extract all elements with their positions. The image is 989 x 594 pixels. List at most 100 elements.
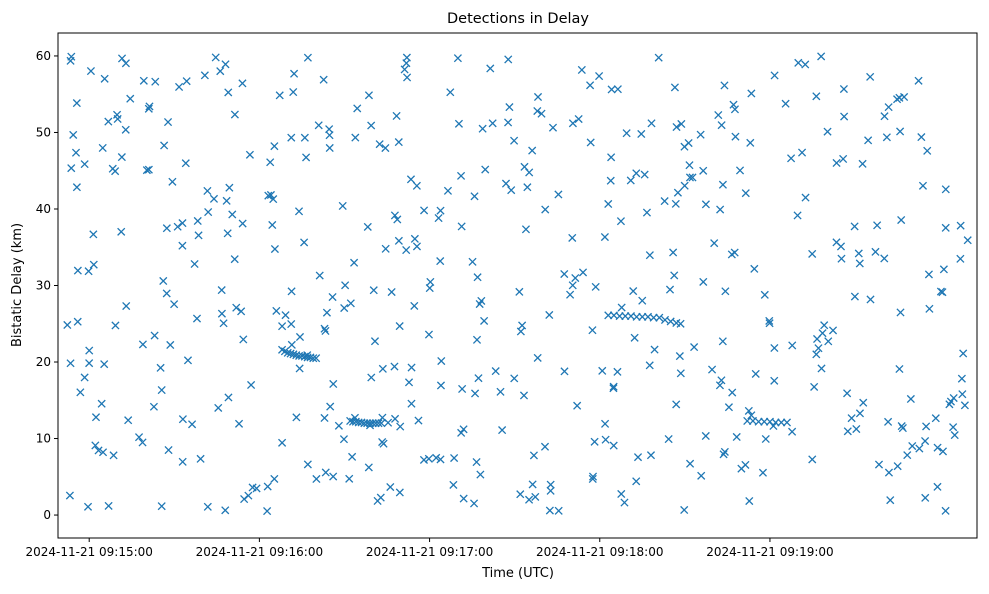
detection-point (613, 85, 622, 94)
detection-point (390, 362, 399, 371)
detection-point (716, 205, 725, 214)
detection-point (588, 474, 597, 483)
detection-point (741, 189, 750, 198)
detection-point (781, 99, 790, 108)
detection-point (673, 188, 682, 197)
detection-point (353, 104, 362, 113)
detection-point (400, 65, 409, 74)
detection-point (680, 181, 689, 190)
detection-point (144, 165, 153, 174)
detection-point (728, 388, 737, 397)
detection-point (646, 451, 656, 460)
detection-point (348, 452, 357, 461)
detection-point (917, 133, 926, 142)
y-tick-label: 0 (43, 508, 51, 522)
detection-point (568, 233, 577, 242)
detection-point (166, 340, 175, 350)
detection-point (586, 81, 595, 90)
detection-point (394, 138, 403, 147)
detection-point (758, 468, 768, 477)
detection-point (325, 125, 334, 134)
detection-point (178, 415, 187, 424)
detection-point (949, 423, 958, 432)
detection-point (270, 142, 279, 151)
detection-point (880, 254, 889, 263)
detection-point (454, 119, 463, 128)
detection-point (395, 488, 404, 497)
detection-point (837, 254, 846, 263)
detection-point (363, 222, 372, 231)
detection-point (750, 264, 759, 273)
detection-point (145, 102, 154, 111)
detection-point (573, 401, 582, 410)
detection-point (632, 169, 641, 178)
detection-point (882, 133, 891, 142)
detection-point (228, 210, 237, 219)
detection-point (812, 350, 821, 359)
y-tick-label: 10 (36, 432, 51, 446)
detection-point (67, 164, 76, 173)
detection-point (607, 153, 616, 162)
detection-point (263, 507, 272, 516)
detection-point (156, 363, 165, 372)
x-tick-label: 2024-11-21 09:16:00 (196, 545, 323, 559)
detection-point (406, 175, 416, 184)
detection-point (268, 220, 277, 230)
detection-point (472, 335, 482, 344)
detection-point (859, 398, 868, 407)
detection-point (160, 141, 169, 150)
detection-point (402, 59, 411, 68)
detection-point (516, 327, 525, 336)
detection-point (548, 123, 558, 132)
detection-point (699, 166, 708, 175)
detection-point (420, 206, 429, 215)
detection-point (672, 400, 681, 409)
detection-point (475, 299, 484, 309)
detection-point (468, 257, 477, 266)
x-tick-label: 2024-11-21 09:17:00 (366, 545, 493, 559)
chart-title: Detections in Delay (447, 11, 589, 27)
detection-point (434, 213, 443, 223)
detection-point (98, 143, 107, 153)
detection-point (476, 470, 485, 479)
detection-point (672, 318, 681, 328)
detection-point (224, 393, 233, 402)
detection-point (730, 105, 740, 114)
detection-point (578, 268, 588, 277)
detection-point (855, 259, 864, 268)
detection-point (164, 445, 173, 455)
detection-point (675, 352, 684, 361)
detection-point (414, 416, 423, 425)
detection-point (214, 403, 223, 412)
detection-point (950, 431, 959, 440)
detection-point (595, 72, 604, 81)
detection-point (339, 435, 349, 444)
detection-point (341, 281, 350, 290)
detection-point (329, 379, 338, 389)
detection-point (945, 400, 954, 409)
detection-point (459, 494, 468, 503)
detection-point (685, 161, 694, 170)
x-tick-label: 2024-11-21 09:19:00 (706, 545, 833, 559)
detection-point (94, 446, 103, 455)
detection-point (424, 330, 434, 339)
detection-point (449, 480, 458, 489)
detection-point (322, 308, 331, 317)
detection-point (751, 369, 760, 378)
detection-point (958, 390, 967, 399)
detection-point (787, 154, 796, 163)
detection-point (486, 64, 495, 73)
detection-point (941, 506, 950, 515)
detection-point (529, 451, 538, 460)
detection-point (523, 183, 532, 192)
detection-point (66, 359, 75, 368)
detection-point (108, 164, 117, 173)
detection-point (782, 418, 792, 427)
detection-point (697, 471, 706, 480)
detection-point (941, 185, 950, 194)
detection-point (744, 406, 753, 415)
detection-point (480, 316, 489, 325)
detection-point (192, 314, 202, 323)
detection-point (873, 221, 882, 230)
detection-point (269, 195, 278, 204)
